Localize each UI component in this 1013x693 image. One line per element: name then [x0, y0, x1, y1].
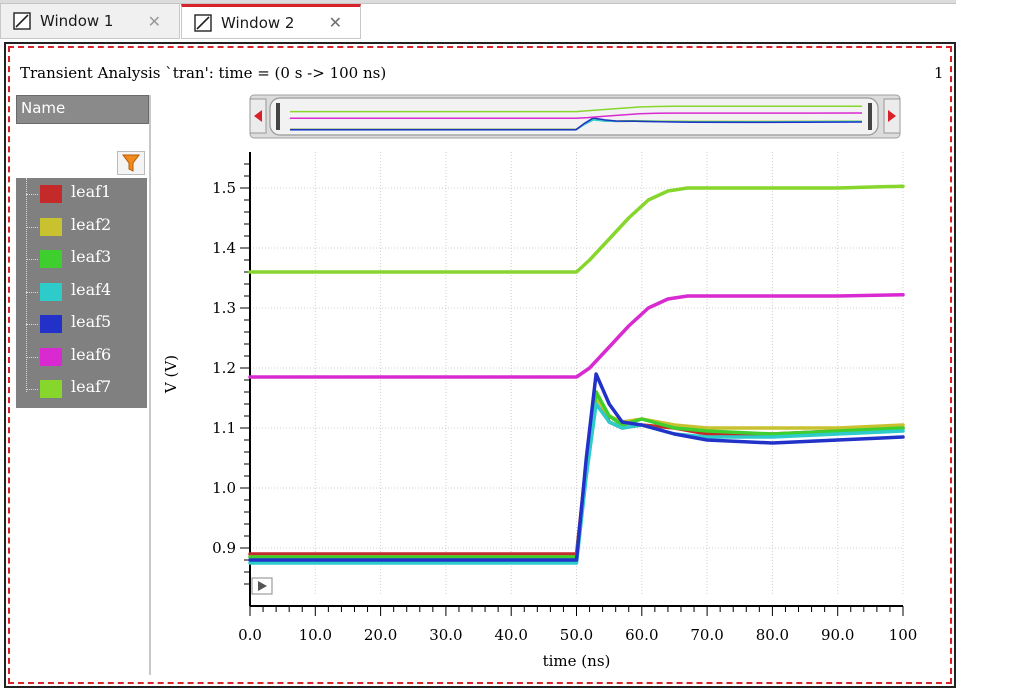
signal-item[interactable]: leaf4	[16, 276, 147, 308]
signal-label: leaf2	[71, 214, 112, 234]
signal-label: leaf7	[71, 377, 112, 396]
signal-label: leaf6	[71, 344, 112, 364]
waveform-window-icon	[194, 13, 212, 32]
tree-connector	[26, 324, 38, 325]
x-tick-label: 100	[889, 626, 918, 644]
x-tick-label: 0.0	[238, 626, 262, 644]
overview-handle-left[interactable]	[276, 103, 280, 130]
x-axis-title: time (ns)	[543, 652, 611, 670]
signal-item[interactable]: leaf3	[16, 243, 147, 275]
signal-label: leaf4	[71, 279, 112, 299]
signal-color-swatch	[40, 380, 62, 398]
plot-window	[4, 42, 956, 688]
x-tick-label: 70.0	[690, 626, 723, 644]
tree-connector	[26, 259, 38, 260]
y-tick-label: 1.2	[212, 359, 236, 377]
arrow-left-icon	[254, 110, 262, 122]
signal-list-header[interactable]: Name	[16, 95, 149, 124]
signal-item[interactable]: leaf1	[16, 178, 147, 210]
tab-window-1-label: Window 1	[40, 12, 114, 30]
y-tick-label: 1.1	[212, 419, 236, 437]
tree-connector	[26, 389, 38, 390]
signal-color-swatch	[40, 217, 62, 236]
signal-color-swatch	[40, 315, 62, 333]
overview-line-leaf7	[290, 105, 863, 113]
overview-line-leaf5	[290, 117, 863, 131]
waveform-window-icon	[13, 12, 31, 30]
y-tick-label: 1.5	[212, 179, 236, 197]
x-tick-label: 30.0	[429, 626, 462, 644]
sidebar-splitter[interactable]	[149, 95, 151, 675]
close-icon[interactable]: ✕	[147, 11, 161, 31]
signal-item[interactable]: leaf6	[16, 341, 147, 373]
overview-handle-right[interactable]	[868, 103, 872, 130]
signal-color-swatch	[40, 347, 62, 366]
tab-bar: Window 1 ✕ Window 2 ✕	[0, 0, 1013, 40]
tree-connector	[26, 291, 38, 293]
x-tick-label: 40.0	[494, 626, 527, 644]
signal-item[interactable]: leaf5	[16, 308, 147, 340]
signal-color-swatch	[40, 185, 62, 203]
series-line-leaf7[interactable]	[248, 184, 905, 274]
play-icon	[258, 581, 267, 591]
tree-connector	[26, 356, 38, 358]
close-icon[interactable]: ✕	[328, 13, 342, 32]
x-tick-label: 10.0	[299, 626, 332, 644]
signal-item[interactable]: leaf7	[16, 373, 147, 405]
signal-item[interactable]: leaf2	[16, 211, 147, 243]
funnel-icon	[122, 154, 140, 172]
x-tick-label: 60.0	[625, 626, 658, 644]
tab-window-1[interactable]: Window 1 ✕	[0, 4, 180, 39]
x-tick-label: 90.0	[821, 626, 854, 644]
series-line-leaf6[interactable]	[248, 293, 905, 379]
signal-label: leaf5	[71, 312, 112, 331]
tab-bar-edge	[0, 0, 956, 4]
tree-connector	[26, 226, 38, 228]
filter-button[interactable]	[117, 151, 145, 175]
x-tick-label: 20.0	[364, 626, 397, 644]
arrow-right-icon	[888, 110, 896, 122]
active-plot-border	[8, 46, 952, 684]
tree-connector	[26, 194, 38, 195]
signal-color-swatch	[40, 250, 62, 268]
overview-line-leaf6	[290, 112, 863, 119]
tree-connector	[26, 178, 27, 392]
y-tick-label: 0.9	[212, 539, 236, 557]
overview-window[interactable]	[269, 97, 879, 136]
plot-number: 1	[934, 64, 944, 82]
series-line-leaf5[interactable]	[248, 372, 905, 562]
x-tick-label: 50.0	[560, 626, 593, 644]
x-tick-label: 80.0	[756, 626, 789, 644]
signal-label: leaf3	[71, 247, 112, 266]
y-axis-title: V (V)	[162, 355, 180, 394]
tab-window-2[interactable]: Window 2 ✕	[181, 4, 361, 39]
y-tick-label: 1.4	[212, 239, 236, 257]
tab-window-2-label: Window 2	[221, 13, 295, 32]
signal-color-swatch	[40, 282, 62, 301]
signal-label: leaf1	[71, 182, 112, 201]
signal-tree: leaf1 leaf2 leaf3 leaf4 leaf5 leaf6 leaf7	[16, 178, 147, 408]
y-tick-label: 1.0	[212, 479, 236, 497]
plot-title: Transient Analysis `tran': time = (0 s -…	[20, 64, 387, 82]
y-tick-label: 1.3	[212, 299, 236, 317]
